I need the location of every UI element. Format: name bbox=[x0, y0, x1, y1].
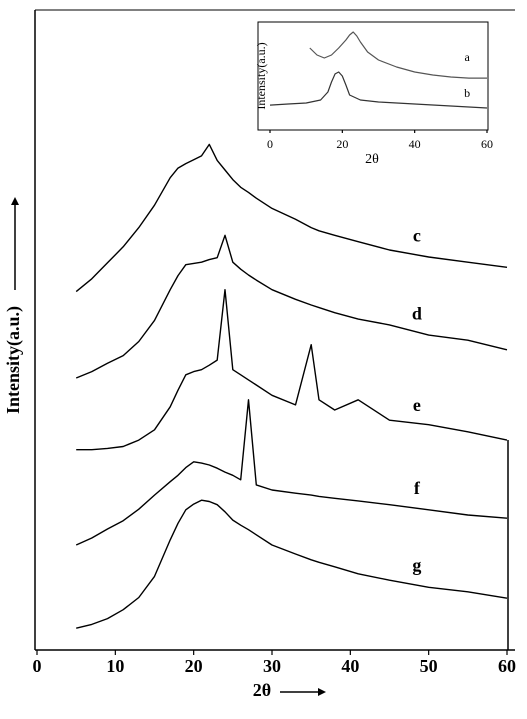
x-tick-label: 20 bbox=[185, 656, 203, 676]
y-axis-label: Intensity(a.u.) bbox=[3, 306, 24, 414]
series-label: a bbox=[464, 50, 470, 64]
series-line bbox=[269, 71, 488, 109]
x-tick-label: 40 bbox=[341, 656, 359, 676]
series-label: b bbox=[464, 86, 470, 100]
inset-y-label: Intensity(a.u.) bbox=[254, 42, 268, 109]
x-tick-label: 60 bbox=[498, 656, 516, 676]
x-tick-label: 0 bbox=[33, 656, 42, 676]
series-label: d bbox=[412, 303, 422, 323]
x-tick-label: 60 bbox=[481, 137, 493, 151]
y-arrow-head bbox=[11, 197, 19, 205]
inset-x-label: 2θ bbox=[365, 152, 379, 167]
x-tick-label: 20 bbox=[336, 137, 348, 151]
series-label: f bbox=[414, 478, 421, 498]
series-line bbox=[76, 289, 508, 451]
series-line bbox=[75, 234, 508, 379]
series-line bbox=[76, 499, 508, 629]
series-line bbox=[75, 399, 508, 546]
x-tick-label: 40 bbox=[409, 137, 421, 151]
series-label: g bbox=[412, 555, 421, 575]
series-label: e bbox=[413, 395, 421, 415]
x-tick-label: 30 bbox=[263, 656, 281, 676]
series-line bbox=[75, 143, 508, 293]
x-tick-label: 50 bbox=[420, 656, 438, 676]
series-line bbox=[309, 31, 487, 79]
x-tick-label: 10 bbox=[106, 656, 124, 676]
x-axis-label: 2θ bbox=[253, 680, 271, 700]
x-tick-label: 0 bbox=[267, 137, 273, 151]
x-arrow-head bbox=[318, 688, 326, 696]
series-label: c bbox=[413, 225, 421, 245]
inset-frame bbox=[257, 21, 489, 131]
